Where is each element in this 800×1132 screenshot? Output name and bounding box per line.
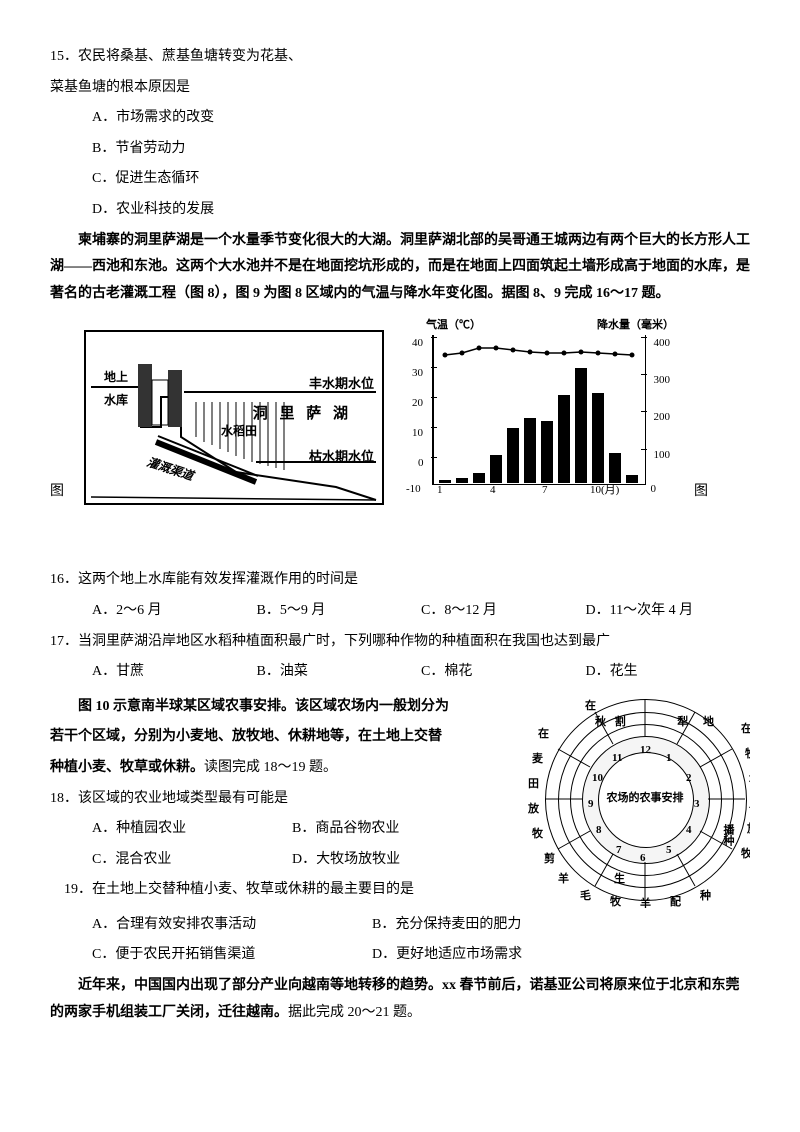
q19-A: A．合理有效安排农事活动	[92, 912, 372, 939]
q19-row2: C．便于农民开拓销售渠道 D．更好地适应市场需求	[50, 942, 750, 969]
figure-8: 地上 水库 丰水期水位 洞 里 萨 湖 水稻田 灌溉渠道 枯水期水位	[84, 330, 384, 505]
fig8-reservoir: 地上 水库	[104, 366, 128, 412]
q15-B: B．节省劳动力	[50, 136, 750, 163]
bar-6	[524, 418, 536, 483]
q17-C: C．棉花	[421, 659, 586, 686]
bar-7	[541, 421, 553, 483]
yl-20: 20	[412, 393, 423, 414]
figure-9-chart: 气温（℃） 降水量（毫米） 40 30 20 10 0 -10 400 300 …	[404, 315, 674, 505]
q16-C: C．8～12 月	[421, 598, 586, 625]
q15-C: C．促进生态循环	[50, 166, 750, 193]
q16-D: D．11～次年 4 月	[586, 598, 751, 625]
q18-A: A．种植园农业	[92, 816, 292, 843]
q15-stem-2: 菜基鱼塘的根本原因是	[50, 75, 750, 102]
q15-D: D．农业科技的发展	[50, 197, 750, 224]
figure-row: 图	[50, 315, 750, 505]
q17-stem: 17．当洞里萨湖沿岸地区水稻种植面积最广时，下列哪种作物的种植面积在我国也达到最…	[50, 629, 750, 656]
figure-10: 农场的农事安排 12 1 2 3 4 5 6 7 8 9 10 11 在 秋 割…	[540, 694, 750, 904]
fig8-lake: 洞 里 萨 湖	[253, 400, 352, 429]
q15-stem-1: 15．农民将桑基、蔗基鱼塘转变为花基、	[50, 44, 750, 71]
q17-options: A．甘蔗 B．油菜 C．棉花 D．花生	[50, 659, 750, 686]
q19-B: B．充分保持麦田的肥力	[372, 912, 521, 939]
bar-4	[490, 455, 502, 483]
lbl-l3: 田	[528, 774, 539, 795]
q16-B: B．5～9 月	[257, 598, 422, 625]
x-7: 7	[542, 480, 548, 501]
lbl-l4: 放	[528, 799, 539, 820]
q17-A: A．甘蔗	[92, 659, 257, 686]
bar-5	[507, 428, 519, 483]
q18-D: D．大牧场放牧业	[292, 847, 400, 874]
passage-3: 近年来，中国国内出现了部分产业向越南等地转移的趋势。xx 春节前后，诺基亚公司将…	[50, 973, 750, 1026]
yl-10: 10	[412, 423, 423, 444]
q18-row2: C．混合农业 D．大牧场放牧业	[50, 847, 530, 874]
fig8-low: 枯水期水位	[309, 445, 374, 470]
bar-10	[592, 393, 604, 483]
bar-2	[456, 478, 468, 483]
q19-D: D．更好地适应市场需求	[372, 942, 522, 969]
q15-A: A．市场需求的改变	[50, 105, 750, 132]
x-1: 1	[437, 480, 443, 501]
bar-8	[558, 395, 570, 483]
yl-m10: -10	[406, 479, 421, 500]
q16-stem: 16．这两个地上水库能有效发挥灌溉作用的时间是	[50, 567, 750, 594]
yr-200: 200	[654, 407, 671, 428]
yl-0: 0	[418, 453, 424, 474]
q18-C: C．混合农业	[92, 847, 292, 874]
yr-100: 100	[654, 445, 671, 466]
yr-300: 300	[654, 370, 671, 391]
yl-30: 30	[412, 363, 423, 384]
q19-row1: A．合理有效安排农事活动 B．充分保持麦田的肥力	[50, 912, 750, 939]
yl-40: 40	[412, 333, 423, 354]
q16-A: A．2～6 月	[92, 598, 257, 625]
bar-9	[575, 368, 587, 483]
q19-C: C．便于农民开拓销售渠道	[92, 942, 372, 969]
chart-title-left: 气温（℃）	[426, 315, 481, 336]
x-4: 4	[490, 480, 496, 501]
passage-1: 柬埔寨的洞里萨湖是一个水量季节变化很大的大湖。洞里萨湖北部的吴哥通王城两边有两个…	[50, 228, 750, 308]
passage-2-wrap: 农场的农事安排 12 1 2 3 4 5 6 7 8 9 10 11 在 秋 割…	[50, 690, 750, 908]
bar-11	[609, 453, 621, 483]
fig8-left-label: 图	[50, 479, 64, 506]
q18-B: B．商品谷物农业	[292, 816, 399, 843]
x-10: 10(月)	[590, 480, 619, 501]
q17-D: D．花生	[586, 659, 751, 686]
bar-12	[626, 475, 638, 483]
q18-row1: A．种植园农业 B．商品谷物农业	[50, 816, 530, 843]
q17-B: B．油菜	[257, 659, 422, 686]
yr-0: 0	[651, 479, 657, 500]
fig9-right-label: 图	[694, 479, 708, 506]
yr-400: 400	[654, 333, 671, 354]
q16-options: A．2～6 月 B．5～9 月 C．8～12 月 D．11～次年 4 月	[50, 598, 750, 625]
fig8-high: 丰水期水位	[309, 372, 374, 397]
bar-3	[473, 473, 485, 483]
fig8-paddy: 水稻田	[221, 420, 257, 443]
